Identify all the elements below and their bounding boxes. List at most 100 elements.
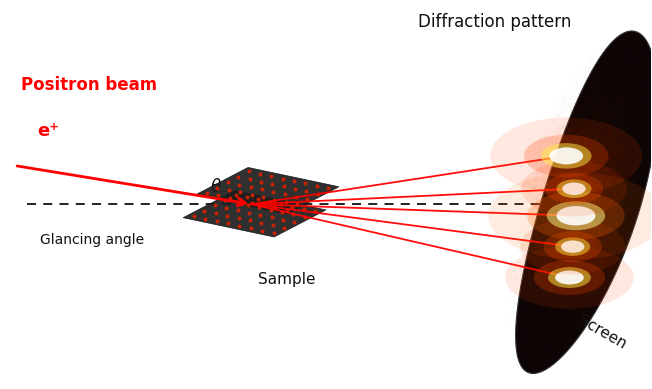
Point xyxy=(553,194,563,200)
Point xyxy=(559,170,570,177)
Point xyxy=(589,188,599,194)
Point xyxy=(622,142,632,148)
Point xyxy=(611,250,621,256)
Point xyxy=(599,157,609,163)
Point xyxy=(595,176,606,182)
Point xyxy=(600,229,611,235)
Point xyxy=(537,260,547,266)
Point xyxy=(564,195,574,201)
Point xyxy=(545,249,556,255)
Point xyxy=(603,175,614,181)
Point xyxy=(570,164,580,170)
Point xyxy=(565,212,575,219)
Point xyxy=(616,221,627,227)
Point xyxy=(567,251,577,258)
Point xyxy=(554,265,565,272)
Point xyxy=(611,251,621,258)
Point xyxy=(621,155,632,161)
Point xyxy=(586,250,597,256)
Point xyxy=(597,150,607,156)
Point xyxy=(511,273,522,280)
Point xyxy=(538,151,548,158)
Point xyxy=(582,242,592,248)
Point xyxy=(529,234,539,240)
Point xyxy=(601,56,612,62)
Point xyxy=(575,244,585,250)
Point xyxy=(572,261,582,267)
Point xyxy=(632,159,642,165)
Point xyxy=(563,263,574,269)
Point xyxy=(522,218,533,224)
Point xyxy=(509,215,520,221)
Point xyxy=(582,238,593,244)
Point xyxy=(591,265,602,272)
Point xyxy=(537,245,548,251)
Point xyxy=(587,244,597,250)
Point xyxy=(584,327,595,333)
Point xyxy=(595,207,606,213)
Point xyxy=(516,282,527,288)
Point xyxy=(622,212,632,219)
Point xyxy=(594,70,604,76)
Point xyxy=(537,143,547,149)
Point xyxy=(554,262,564,268)
Point xyxy=(511,204,522,210)
Point xyxy=(591,263,601,269)
Point xyxy=(605,222,615,228)
Ellipse shape xyxy=(524,135,608,177)
Point xyxy=(594,146,604,152)
Point xyxy=(581,73,591,79)
Point xyxy=(600,99,610,105)
Point xyxy=(550,211,560,217)
Point xyxy=(522,239,533,245)
Point xyxy=(583,158,593,165)
Point xyxy=(558,166,569,172)
Point xyxy=(596,245,606,251)
Point xyxy=(561,152,571,158)
Point xyxy=(615,145,625,151)
Point xyxy=(541,187,551,193)
Point xyxy=(545,256,556,262)
Point xyxy=(591,299,602,305)
Point xyxy=(514,207,525,214)
Point xyxy=(601,95,612,102)
Polygon shape xyxy=(516,31,652,373)
Point xyxy=(568,142,578,148)
Point xyxy=(546,160,557,166)
Point xyxy=(525,307,535,314)
Point xyxy=(593,304,603,310)
Point xyxy=(600,294,611,300)
Point xyxy=(524,269,534,275)
Point xyxy=(530,158,541,164)
Point xyxy=(546,165,557,172)
Point xyxy=(651,155,652,161)
Point xyxy=(587,281,598,287)
Point xyxy=(602,262,613,268)
Point xyxy=(580,101,590,107)
Point xyxy=(498,274,509,280)
Point xyxy=(557,280,567,286)
Point xyxy=(543,216,554,222)
Point xyxy=(583,263,593,270)
Point xyxy=(570,190,580,196)
Point xyxy=(567,146,578,152)
Point xyxy=(569,313,580,319)
Point xyxy=(610,272,621,278)
Point xyxy=(597,256,608,263)
Point xyxy=(540,349,550,356)
Point xyxy=(584,165,595,172)
Point xyxy=(578,73,589,79)
Point xyxy=(594,240,604,246)
Point xyxy=(567,189,578,196)
Point xyxy=(589,227,599,233)
Point xyxy=(531,321,541,327)
Point xyxy=(595,172,605,178)
Point xyxy=(577,210,587,216)
Point xyxy=(621,133,632,140)
Point xyxy=(532,205,542,212)
Point xyxy=(555,241,565,247)
Point xyxy=(617,102,628,109)
Point xyxy=(564,245,574,252)
Point xyxy=(553,249,563,255)
Point xyxy=(545,168,556,174)
